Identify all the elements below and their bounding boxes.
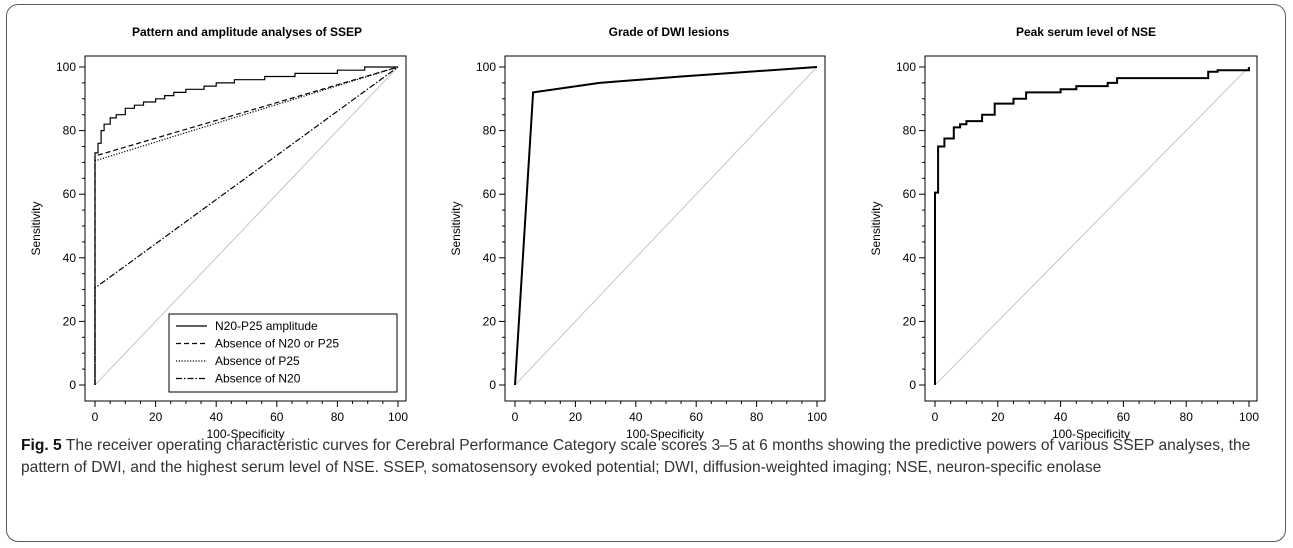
figure-caption: Fig. 5 The receiver operating characteri…: [21, 435, 1276, 479]
y-tick-label: 40: [903, 251, 917, 265]
legend-label: Absence of N20 or P25: [215, 337, 339, 351]
x-tick-label: 40: [629, 410, 643, 424]
x-tick-label: 20: [569, 410, 583, 424]
x-tick-label: 100: [1239, 410, 1259, 424]
chart-panel-dwi: Grade of DWI lesions 0 20 40 60 80 100 0 20 40 60 8…: [449, 25, 827, 441]
x-tick-label: 80: [750, 410, 764, 424]
x-tick-label: 60: [690, 410, 704, 424]
x-tick-label: 40: [1054, 410, 1068, 424]
x-tick-label: 100: [388, 410, 408, 424]
legend: N20-P25 amplitude Absence of N20 or P25 Ab…: [168, 313, 398, 393]
caption-label: Fig. 5: [21, 437, 62, 454]
legend-label: Absence of P25: [215, 354, 300, 368]
plot-frame: [84, 55, 407, 402]
x-tick-label: 100: [807, 410, 827, 424]
x-tick-label: 60: [1117, 410, 1131, 424]
y-tick-label: 80: [483, 124, 497, 138]
diagonal-reference-line: [514, 66, 818, 386]
y-tick-label: 40: [63, 251, 77, 265]
chart-title: Pattern and amplitude analyses of SSEP: [132, 25, 362, 39]
plot-frame: [504, 55, 826, 402]
diagonal-reference-line: [934, 66, 1250, 386]
x-axis-label: 100-Specificity: [1052, 427, 1130, 441]
diagonal-reference-line: [94, 66, 399, 386]
x-tick-label: 20: [991, 410, 1005, 424]
y-tick-label: 100: [56, 60, 76, 74]
chart-panel-ssep: Pattern and amplitude analyses of SSEP 0 2…: [29, 25, 408, 441]
legend-box: [168, 313, 398, 393]
y-tick-label: 60: [483, 187, 497, 201]
y-axis-label: Sensitivity: [29, 201, 43, 255]
x-tick-label: 80: [331, 410, 345, 424]
x-tick-label: 80: [1180, 410, 1194, 424]
chart-title: Grade of DWI lesions: [609, 25, 730, 39]
x-tick-label: 20: [149, 410, 163, 424]
roc-curve-series-0: [934, 67, 1250, 385]
x-axis-label: 100-Specificity: [206, 427, 284, 441]
roc-curve-series-0: [514, 66, 818, 386]
chart-panel-nse: Peak serum level of NSE 0 20 40 60 80 100 0 20 40…: [869, 25, 1259, 441]
roc-curve-absence-of-n20: [94, 66, 399, 385]
x-tick-label: 0: [512, 410, 519, 424]
x-tick-label: 40: [210, 410, 224, 424]
roc-curve-n20-p25-amplitude: [94, 66, 398, 385]
y-tick-label: 80: [63, 124, 77, 138]
y-tick-label: 80: [903, 124, 917, 138]
plot-frame: [924, 55, 1258, 402]
y-tick-label: 40: [483, 251, 497, 265]
y-axis-label: Sensitivity: [449, 201, 463, 255]
caption-text: The receiver operating characteristic cu…: [21, 437, 1251, 476]
chart-title: Peak serum level of NSE: [1016, 25, 1156, 39]
x-tick-label: 0: [92, 410, 99, 424]
x-tick-label: 60: [270, 410, 284, 424]
y-tick-label: 20: [63, 314, 77, 328]
y-tick-label: 0: [69, 378, 76, 392]
y-tick-label: 100: [476, 60, 496, 74]
y-tick-label: 60: [63, 187, 77, 201]
y-tick-label: 100: [896, 60, 916, 74]
roc-curve-absence-of-p25: [94, 66, 399, 385]
legend-label: Absence of N20: [215, 372, 301, 386]
y-tick-label: 0: [909, 378, 916, 392]
y-tick-label: 60: [903, 187, 917, 201]
y-tick-label: 0: [489, 378, 496, 392]
y-axis-label: Sensitivity: [869, 201, 883, 255]
figure-frame: Pattern and amplitude analyses of SSEP 0 2…: [6, 4, 1286, 542]
y-tick-label: 20: [483, 314, 497, 328]
y-tick-label: 20: [903, 314, 917, 328]
x-tick-label: 0: [932, 410, 939, 424]
legend-label: N20-P25 amplitude: [215, 319, 318, 333]
x-axis-label: 100-Specificity: [626, 427, 704, 441]
